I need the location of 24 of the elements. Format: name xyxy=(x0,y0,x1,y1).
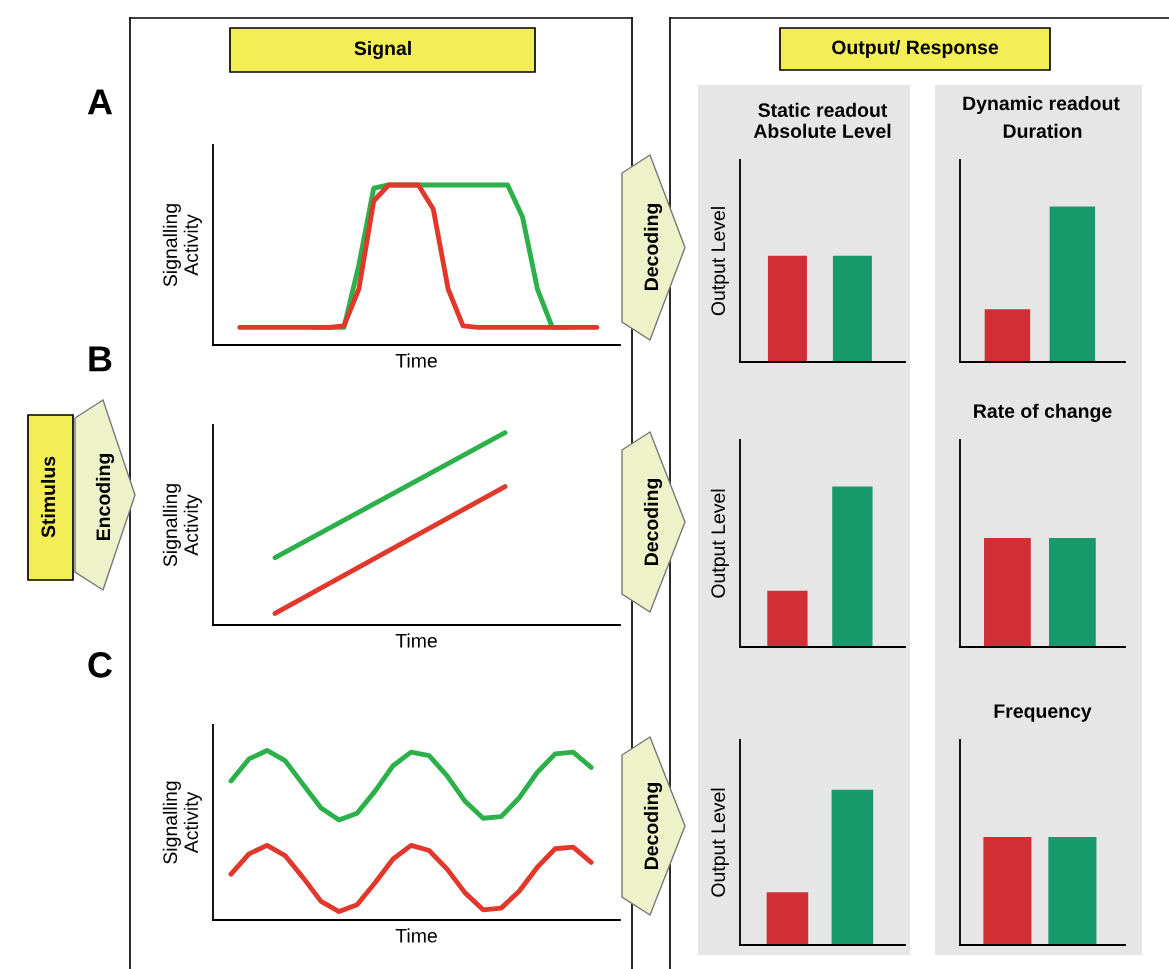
text: C xyxy=(88,652,113,678)
chart-title: Rate of change xyxy=(974,403,1112,422)
text: Signal xyxy=(354,40,411,60)
x-axis-title: Time xyxy=(395,353,437,368)
y-axis-title: Output Level xyxy=(710,788,729,897)
text: Decoding xyxy=(643,479,663,565)
y-axis-title: Signalling Activity xyxy=(162,781,202,864)
text: Stimulus xyxy=(40,456,56,538)
text: B xyxy=(89,346,112,372)
x-axis-title: Time xyxy=(395,633,437,648)
x-axis-title: Time xyxy=(395,928,437,943)
text: Dynamic readout xyxy=(963,95,1120,115)
text: Output/ Response xyxy=(832,39,999,59)
chart-title: Static readout Absolute Level xyxy=(753,102,891,138)
text: Encoding xyxy=(95,454,115,540)
y-axis-title: Output Level xyxy=(710,207,729,316)
text: Decoding xyxy=(643,204,663,290)
text: A xyxy=(87,89,113,115)
chart-title: Frequency xyxy=(994,704,1092,722)
chart-title: Duration xyxy=(1003,123,1082,138)
y-axis-title: Output Level xyxy=(710,489,729,598)
y-axis-title: Signalling Activity xyxy=(162,204,202,287)
y-axis-title: Signalling Activity xyxy=(162,484,202,567)
text: Decoding xyxy=(643,783,663,869)
